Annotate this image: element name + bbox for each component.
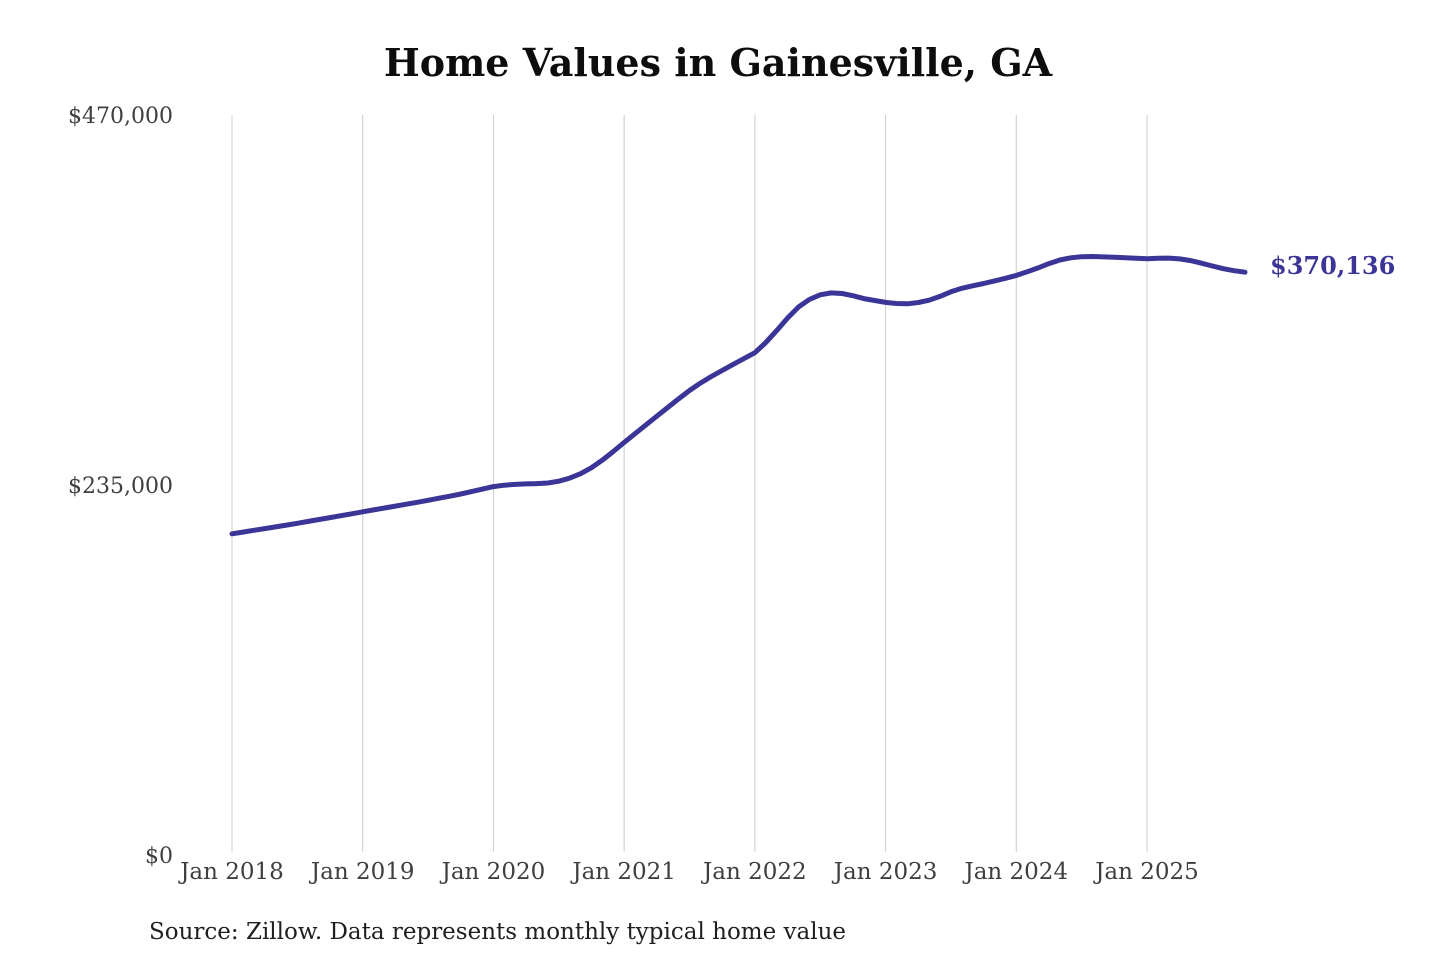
x-axis-label: Jan 2020	[440, 859, 546, 885]
x-axis-label: Jan 2021	[570, 859, 676, 885]
x-axis-label: Jan 2023	[832, 859, 938, 885]
x-axis-label: Jan 2018	[178, 859, 284, 885]
y-axis-label: $235,000	[68, 474, 173, 499]
chart-title: Home Values in Gainesville, GA	[383, 40, 1053, 85]
x-axis-label: Jan 2022	[701, 859, 807, 885]
x-axis-label: Jan 2024	[962, 859, 1068, 885]
x-axis-label: Jan 2025	[1093, 859, 1199, 885]
home-value-line	[229, 254, 1248, 537]
y-axis-label: $470,000	[68, 104, 173, 129]
x-axis-label: Jan 2019	[309, 859, 415, 885]
final-value-label: $370,136	[1270, 251, 1395, 280]
y-axis-label: $0	[145, 844, 173, 869]
source-note: Source: Zillow. Data represents monthly …	[149, 919, 847, 945]
